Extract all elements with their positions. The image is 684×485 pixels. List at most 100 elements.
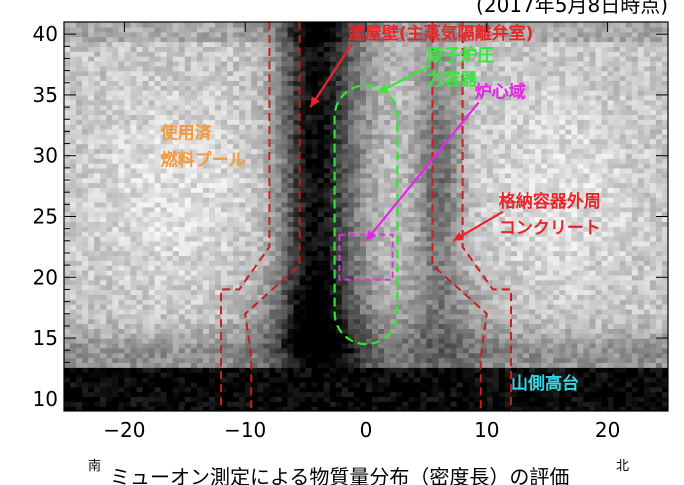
heatmap-cell bbox=[190, 240, 198, 247]
heatmap-cell bbox=[221, 226, 228, 232]
heatmap-cell bbox=[353, 260, 361, 266]
heatmap-cell bbox=[112, 177, 119, 184]
heatmap-cell bbox=[317, 211, 325, 218]
heatmap-cell bbox=[100, 138, 107, 145]
heatmap-cell bbox=[196, 274, 204, 281]
heatmap-cell bbox=[82, 36, 89, 43]
heatmap-cell bbox=[372, 381, 379, 388]
heatmap-cell bbox=[245, 255, 252, 261]
heatmap-cell bbox=[166, 260, 174, 266]
heatmap-cell bbox=[323, 255, 331, 261]
heatmap-cell bbox=[378, 299, 385, 305]
heatmap-cell bbox=[106, 323, 113, 329]
heatmap-cell bbox=[142, 406, 150, 411]
heatmap-cell bbox=[76, 124, 83, 130]
heatmap-cell bbox=[263, 250, 270, 256]
heatmap-cell bbox=[202, 289, 210, 295]
heatmap-cell bbox=[269, 109, 276, 115]
heatmap-cell bbox=[215, 352, 222, 359]
heatmap-cell bbox=[341, 391, 349, 397]
heatmap-cell bbox=[396, 211, 403, 218]
heatmap-cell bbox=[221, 70, 228, 77]
heatmap-cell bbox=[154, 109, 162, 115]
heatmap-cell bbox=[353, 80, 361, 86]
heatmap-cell bbox=[202, 60, 210, 67]
heatmap-cell bbox=[408, 201, 415, 208]
heatmap-cell bbox=[172, 347, 180, 354]
heatmap-cell bbox=[172, 138, 180, 145]
heatmap-cell bbox=[275, 250, 282, 256]
heatmap-cell bbox=[353, 26, 361, 33]
heatmap-cell bbox=[94, 206, 101, 213]
heatmap-cell bbox=[142, 304, 150, 310]
heatmap-cell bbox=[396, 391, 403, 397]
heatmap-cell bbox=[390, 406, 397, 411]
heatmap-cell bbox=[263, 377, 270, 383]
heatmap-cell bbox=[420, 318, 427, 325]
heatmap-cell bbox=[372, 352, 379, 359]
heatmap-cell bbox=[366, 386, 373, 393]
heatmap-cell bbox=[196, 80, 204, 86]
heatmap-cell bbox=[305, 318, 313, 325]
heatmap-cell bbox=[353, 308, 361, 315]
heatmap-cell bbox=[420, 211, 427, 218]
heatmap-cell bbox=[100, 401, 107, 407]
heatmap-cell bbox=[130, 211, 137, 218]
heatmap-cell bbox=[366, 56, 373, 62]
heatmap-cell bbox=[64, 308, 71, 315]
heatmap-cell bbox=[160, 401, 168, 407]
heatmap-cell bbox=[106, 94, 113, 101]
heatmap-cell bbox=[209, 172, 216, 179]
heatmap-cell bbox=[94, 236, 101, 242]
heatmap-cell bbox=[239, 347, 246, 354]
heatmap-cell bbox=[432, 221, 439, 227]
heatmap-cell bbox=[148, 65, 156, 72]
heatmap-cell bbox=[184, 367, 192, 373]
heatmap-cell bbox=[64, 133, 71, 140]
heatmap-cell bbox=[64, 99, 71, 106]
heatmap-cell bbox=[118, 323, 125, 329]
heatmap-cell bbox=[402, 94, 409, 101]
heatmap-cell bbox=[366, 60, 373, 67]
heatmap-cell bbox=[100, 104, 107, 111]
heatmap-cell bbox=[106, 372, 113, 378]
heatmap-cell bbox=[287, 313, 295, 320]
heatmap-cell bbox=[190, 177, 198, 184]
heatmap-cell bbox=[166, 221, 174, 227]
heatmap-cell bbox=[112, 357, 119, 363]
heatmap-cell bbox=[353, 318, 361, 325]
heatmap-cell bbox=[414, 338, 421, 344]
heatmap-cell bbox=[184, 153, 192, 159]
heatmap-cell bbox=[184, 216, 192, 222]
heatmap-cell bbox=[366, 299, 373, 305]
heatmap-cell bbox=[281, 94, 288, 101]
heatmap-cell bbox=[378, 260, 385, 266]
heatmap-cell bbox=[239, 133, 246, 140]
heatmap-cell bbox=[347, 352, 355, 359]
heatmap-cell bbox=[335, 367, 343, 373]
heatmap-cell bbox=[172, 381, 180, 388]
heatmap-cell bbox=[317, 56, 325, 62]
heatmap-cell bbox=[257, 119, 264, 125]
heatmap-cell bbox=[112, 236, 119, 242]
heatmap-cell bbox=[136, 338, 144, 344]
heatmap-cell bbox=[184, 206, 192, 213]
heatmap-cell bbox=[118, 279, 125, 286]
heatmap-cell bbox=[305, 406, 313, 411]
heatmap-cell bbox=[341, 372, 349, 378]
heatmap-cell bbox=[311, 75, 319, 81]
heatmap-cell bbox=[408, 114, 415, 120]
heatmap-cell bbox=[233, 133, 240, 140]
heatmap-cell bbox=[76, 279, 83, 286]
heatmap-cell bbox=[275, 172, 282, 179]
heatmap-cell bbox=[251, 143, 258, 150]
heatmap-cell bbox=[154, 240, 162, 247]
heatmap-cell bbox=[420, 158, 427, 164]
heatmap-cell bbox=[112, 56, 119, 62]
heatmap-cell bbox=[106, 391, 113, 397]
heatmap-cell bbox=[184, 270, 192, 276]
heatmap-cell bbox=[287, 133, 295, 140]
heatmap-cell bbox=[112, 158, 119, 164]
heatmap-cell bbox=[426, 172, 433, 179]
